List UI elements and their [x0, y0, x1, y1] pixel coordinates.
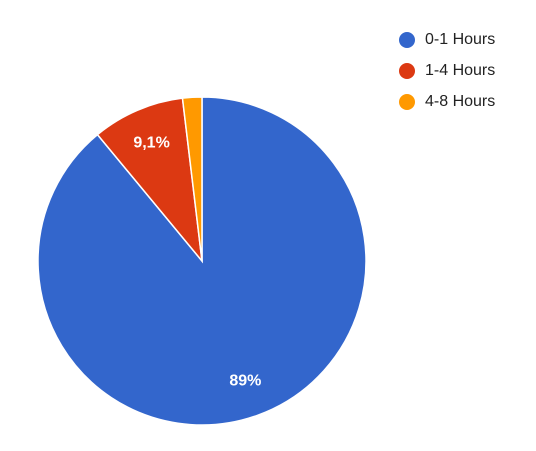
- legend-label: 1-4 Hours: [425, 62, 495, 79]
- pie-slice: [181, 96, 203, 262]
- pie-slice: [96, 97, 204, 264]
- legend-marker: [399, 63, 415, 79]
- legend-marker: [399, 32, 415, 48]
- slice-label: 9,1%: [133, 135, 169, 152]
- legend-label: 0-1 Hours: [425, 31, 495, 48]
- legend-marker: [399, 94, 415, 110]
- slice-label: 89%: [229, 373, 261, 390]
- legend-label: 4-8 Hours: [425, 93, 495, 110]
